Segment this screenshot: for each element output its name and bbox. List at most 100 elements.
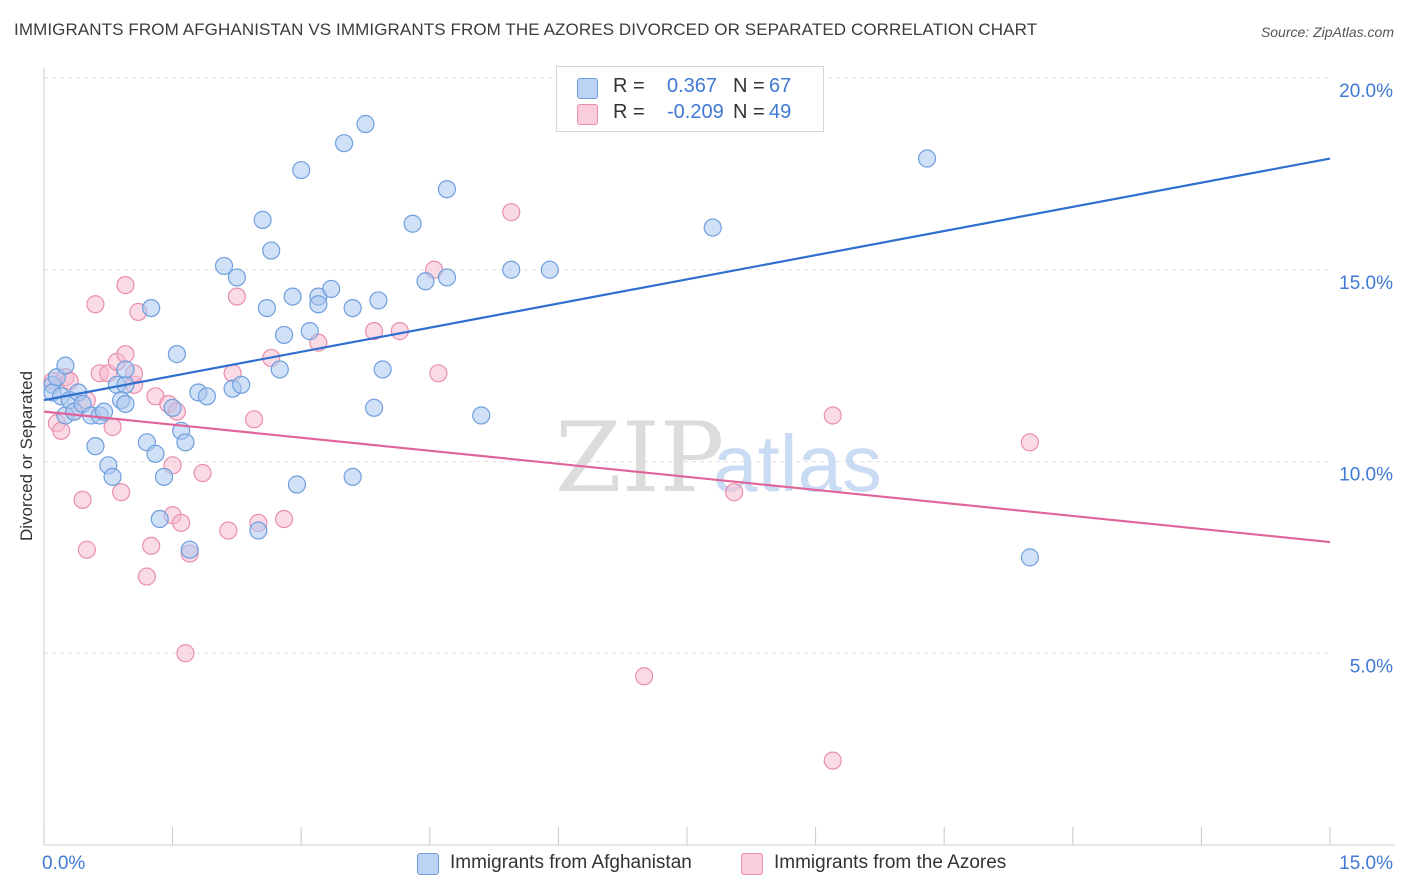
afghanistan-point	[257, 299, 277, 318]
afghanistan-point	[1020, 548, 1040, 567]
afghanistan-point	[180, 540, 199, 559]
afghanistan-point	[249, 521, 268, 540]
afghanistan-point	[703, 218, 722, 237]
x-tick-label-min: 0.0%	[42, 853, 85, 874]
afghanistan-point	[540, 260, 559, 279]
azores-point	[725, 483, 744, 502]
afghanistan-point	[300, 322, 319, 341]
trend-line-afghanistan	[43, 157, 1331, 402]
legend-n-label: N =	[733, 101, 765, 123]
afghanistan-point	[416, 272, 435, 291]
afghanistan-point	[917, 149, 937, 168]
afghanistan-point	[373, 360, 392, 379]
azores-point	[219, 521, 238, 540]
afghanistan-point	[472, 406, 491, 425]
trend-line-azores	[43, 410, 1331, 544]
afghanistan-point	[94, 402, 114, 421]
afghanistan-point	[322, 279, 341, 299]
afghanistan-point	[154, 467, 174, 486]
afghanistan-point	[176, 433, 195, 452]
afghanistan-point	[334, 134, 354, 153]
afghanistan-point	[437, 268, 457, 287]
afghanistan-point	[262, 241, 281, 260]
azores-point	[112, 483, 131, 502]
legend-n-value: 67	[769, 75, 792, 97]
afghanistan-point	[116, 394, 135, 414]
afghanistan-point	[163, 398, 182, 417]
bottom-legend-swatch-pink	[741, 853, 763, 875]
x-tick-labels: 0.0% 15.0%	[42, 853, 1393, 874]
legend-swatch-blue	[577, 78, 598, 99]
trend-lines	[43, 157, 1331, 544]
azores-point	[227, 287, 246, 306]
azores-point	[86, 295, 105, 314]
afghanistan-point	[309, 295, 328, 314]
azores-point	[193, 463, 212, 483]
legend-swatch-pink	[577, 104, 598, 125]
azores-point	[73, 490, 92, 509]
afghanistan-point	[403, 214, 422, 233]
azores-point	[364, 322, 384, 341]
afghanistan-point	[227, 268, 246, 287]
afghanistan-point	[364, 398, 384, 417]
legend-n-value: 49	[769, 101, 792, 123]
azores-point	[429, 364, 448, 383]
afghanistan-point	[86, 437, 105, 456]
afghanistan-point	[150, 509, 169, 529]
afghanistan-point	[369, 291, 388, 310]
afghanistan-points	[43, 114, 1040, 567]
azores-point	[823, 751, 842, 770]
y-tick-label: 10.0%	[1339, 465, 1393, 486]
afghanistan-point	[356, 114, 375, 134]
afghanistan-point	[232, 375, 251, 394]
azores-point	[823, 406, 842, 425]
afghanistan-point	[214, 256, 234, 276]
azores-point	[176, 644, 195, 663]
afghanistan-point	[287, 475, 307, 494]
afghanistan-point	[292, 160, 311, 180]
chart-title: IMMIGRANTS FROM AFGHANISTAN VS IMMIGRANT…	[14, 20, 1038, 39]
azores-point	[142, 536, 161, 555]
bottom-legend-label: Immigrants from Afghanistan	[450, 852, 692, 873]
y-tick-labels: 5.0% 10.0% 15.0% 20.0%	[1339, 81, 1393, 677]
afghanistan-point	[283, 287, 302, 306]
azores-point	[137, 567, 156, 586]
x-tick-label-max: 15.0%	[1339, 853, 1393, 874]
azores-point	[635, 667, 654, 686]
afghanistan-point	[437, 180, 457, 199]
afghanistan-point	[103, 467, 122, 486]
azores-point	[244, 410, 264, 429]
afghanistan-point	[502, 260, 521, 279]
watermark-zip: ZIP	[555, 402, 724, 514]
legend-r-value: 0.367	[667, 75, 718, 97]
afghanistan-point	[270, 360, 289, 379]
afghanistan-point	[253, 210, 272, 229]
source-label: Source: ZipAtlas.com	[1260, 24, 1394, 40]
afghanistan-point	[142, 299, 161, 318]
afghanistan-point	[167, 345, 186, 364]
legend-r-label: R =	[613, 75, 645, 97]
azores-point	[77, 540, 96, 559]
azores-point	[52, 421, 71, 440]
afghanistan-point	[274, 325, 294, 345]
afghanistan-point	[343, 467, 362, 486]
y-tick-label: 20.0%	[1339, 81, 1393, 102]
azores-point	[1020, 433, 1040, 452]
bottom-legend-label: Immigrants from the Azores	[774, 852, 1007, 873]
legend-n-label: N =	[733, 75, 765, 97]
afghanistan-point	[343, 299, 362, 318]
axes	[43, 68, 1395, 846]
afghanistan-point	[197, 387, 216, 406]
legend: R = 0.367 N = 67 R = -0.209 N = 49	[556, 66, 824, 132]
bottom-legend-swatch-blue	[417, 853, 439, 875]
y-tick-label: 15.0%	[1339, 273, 1393, 294]
afghanistan-point	[56, 356, 75, 375]
afghanistan-point	[146, 444, 165, 463]
azores-point	[116, 275, 135, 295]
azores-point	[274, 509, 294, 529]
azores-points	[43, 203, 1040, 770]
y-axis-label: Divorced or Separated	[17, 370, 36, 542]
y-tick-label: 5.0%	[1350, 656, 1393, 677]
azores-point	[502, 203, 521, 222]
